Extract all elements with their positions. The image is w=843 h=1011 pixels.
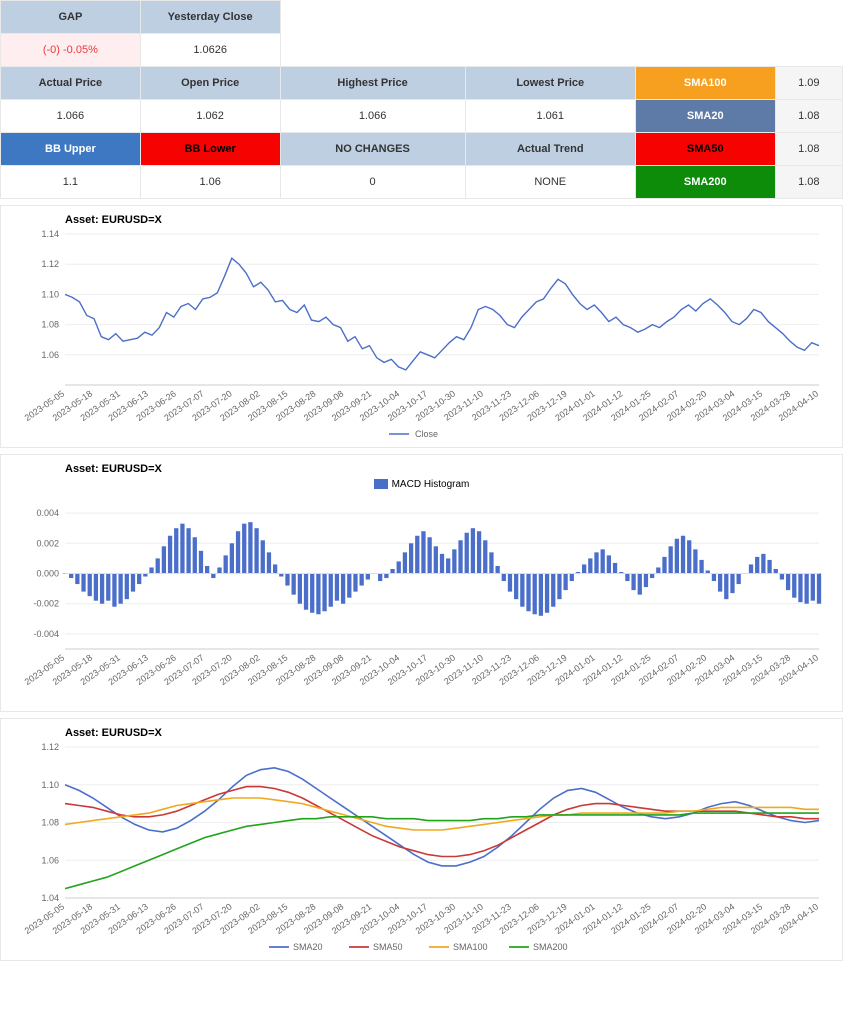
- svg-text:1.12: 1.12: [41, 259, 59, 269]
- svg-text:1.08: 1.08: [41, 320, 59, 330]
- svg-text:0.000: 0.000: [36, 569, 59, 579]
- svg-text:0.002: 0.002: [36, 538, 59, 548]
- macd-legend-label: MACD Histogram: [392, 479, 470, 490]
- svg-text:SMA50: SMA50: [373, 942, 403, 952]
- bb-lower-value: 1.06: [140, 166, 280, 199]
- close-chart-title: Asset: EURUSD=X: [9, 210, 834, 228]
- svg-text:0.004: 0.004: [36, 508, 59, 518]
- svg-text:1.10: 1.10: [41, 780, 59, 790]
- sma50-header: SMA50: [635, 133, 775, 166]
- open-price-header: Open Price: [140, 67, 280, 100]
- svg-text:SMA100: SMA100: [453, 942, 488, 952]
- sma100-value: 1.09: [775, 67, 842, 100]
- actual-trend-value: NONE: [465, 166, 635, 199]
- sma100-header: SMA100: [635, 67, 775, 100]
- close-chart: 1.061.081.101.121.142023-05-052023-05-18…: [9, 228, 829, 443]
- bb-lower-header: BB Lower: [140, 133, 280, 166]
- highest-price-header: Highest Price: [280, 67, 465, 100]
- svg-text:1.06: 1.06: [41, 350, 59, 360]
- svg-text:1.08: 1.08: [41, 818, 59, 828]
- svg-text:SMA200: SMA200: [533, 942, 568, 952]
- sma20-header: SMA20: [635, 100, 775, 133]
- bb-upper-value: 1.1: [1, 166, 141, 199]
- sma50-value: 1.08: [775, 133, 842, 166]
- lowest-price-value: 1.061: [465, 100, 635, 133]
- svg-text:-0.004: -0.004: [33, 629, 59, 639]
- actual-price-value: 1.066: [1, 100, 141, 133]
- macd-legend-box: [374, 479, 388, 489]
- actual-trend-header: Actual Trend: [465, 133, 635, 166]
- svg-text:Close: Close: [415, 429, 438, 439]
- macd-legend: MACD Histogram: [9, 477, 834, 492]
- svg-text:1.10: 1.10: [41, 289, 59, 299]
- gap-value: (-0) -0.05%: [1, 34, 141, 67]
- sma-chart: 1.041.061.081.101.122023-05-052023-05-18…: [9, 741, 829, 956]
- svg-text:-0.002: -0.002: [33, 599, 59, 609]
- macd-chart: -0.004-0.0020.0000.0020.0042023-05-05202…: [9, 492, 829, 707]
- macd-chart-title: Asset: EURUSD=X: [9, 459, 834, 477]
- sma200-value: 1.08: [775, 166, 842, 199]
- highest-price-value: 1.066: [280, 100, 465, 133]
- sma-chart-panel: Asset: EURUSD=X 1.041.061.081.101.122023…: [0, 718, 843, 961]
- lowest-price-header: Lowest Price: [465, 67, 635, 100]
- svg-text:SMA20: SMA20: [293, 942, 323, 952]
- sma-chart-title: Asset: EURUSD=X: [9, 723, 834, 741]
- no-changes-value: 0: [280, 166, 465, 199]
- sma200-header: SMA200: [635, 166, 775, 199]
- metrics-table: GAP Yesterday Close (-0) -0.05% 1.0626 A…: [0, 0, 843, 199]
- no-changes-header: NO CHANGES: [280, 133, 465, 166]
- yesterday-close-value: 1.0626: [140, 34, 280, 67]
- svg-text:1.06: 1.06: [41, 855, 59, 865]
- svg-text:1.12: 1.12: [41, 742, 59, 752]
- svg-text:1.04: 1.04: [41, 893, 59, 903]
- yesterday-close-header: Yesterday Close: [140, 1, 280, 34]
- actual-price-header: Actual Price: [1, 67, 141, 100]
- macd-chart-panel: Asset: EURUSD=X MACD Histogram -0.004 -0.…: [0, 454, 843, 712]
- gap-header: GAP: [1, 1, 141, 34]
- open-price-value: 1.062: [140, 100, 280, 133]
- svg-text:1.14: 1.14: [41, 229, 59, 239]
- close-chart-panel: Asset: EURUSD=X 1.061.081.101.121.142023…: [0, 205, 843, 448]
- bb-upper-header: BB Upper: [1, 133, 141, 166]
- sma20-value: 1.08: [775, 100, 842, 133]
